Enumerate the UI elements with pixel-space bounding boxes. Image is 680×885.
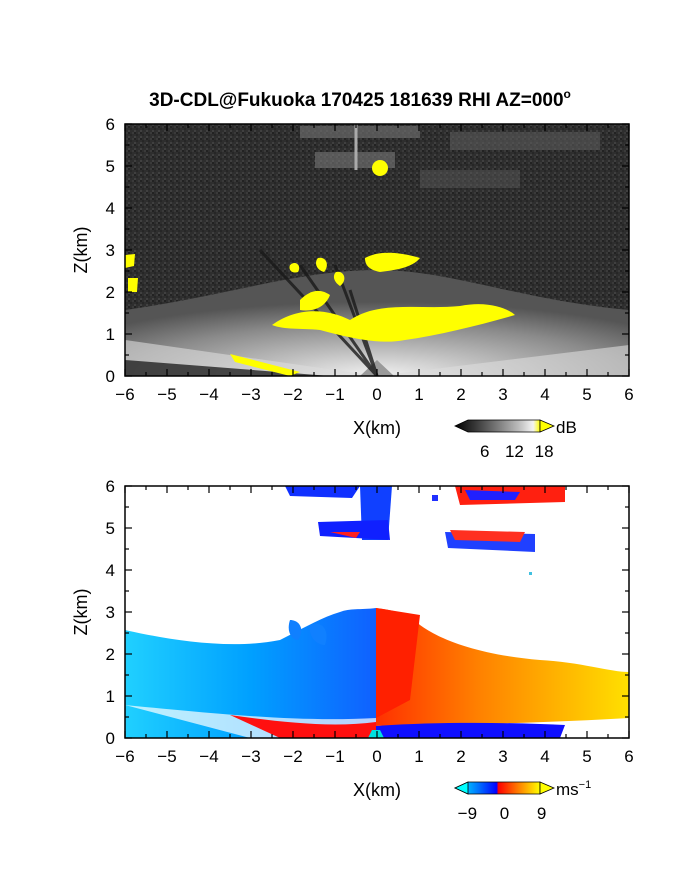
velocity-negative-region bbox=[125, 608, 376, 738]
velocity-colorbar-tick-label: 9 bbox=[537, 804, 546, 823]
reflectivity-y-tick-label: 2 bbox=[106, 283, 115, 302]
reflectivity-colorbar-tick-label: 12 bbox=[505, 442, 524, 461]
reflectivity-y-tick-label: 1 bbox=[106, 325, 115, 344]
reflectivity-x-tick-label: −4 bbox=[199, 385, 218, 404]
figure-title: 3D-CDL@Fukuoka 170425 181639 RHI AZ=000o bbox=[149, 87, 571, 111]
velocity-x-tick-label: −1 bbox=[325, 747, 344, 766]
reflectivity-y-tick-label: 6 bbox=[106, 115, 115, 134]
velocity-x-tick-label: 6 bbox=[624, 747, 633, 766]
reflectivity-x-tick-label: 5 bbox=[582, 385, 591, 404]
velocity-colorbar-tick-label: 0 bbox=[500, 804, 509, 823]
velocity-x-tick-label: 4 bbox=[540, 747, 549, 766]
reflectivity-y-tick-label: 4 bbox=[106, 199, 115, 218]
reflectivity-y-tick-label: 0 bbox=[106, 367, 115, 386]
reflectivity-x-tick-label: −6 bbox=[115, 385, 134, 404]
velocity-y-tick-label: 4 bbox=[106, 561, 115, 580]
velocity-colorbar: ms−1 −9 0 9 bbox=[454, 779, 591, 823]
velocity-x-tick-label: −3 bbox=[241, 747, 260, 766]
reflectivity-y-axis-label: Z(km) bbox=[71, 227, 91, 274]
velocity-axes: −6 −5 −4 −3 −2 −1 0 1 2 3 4 5 6 0 1 2 3 4 5 6 X(km) Z(km) bbox=[71, 477, 634, 800]
reflectivity-strong-echoes bbox=[125, 160, 515, 376]
velocity-ground-band bbox=[230, 715, 376, 738]
velocity-y-tick-label: 6 bbox=[106, 477, 115, 496]
velocity-y-tick-label: 2 bbox=[106, 645, 115, 664]
reflectivity-field bbox=[125, 124, 629, 376]
reflectivity-colorbar-unit: dB bbox=[556, 418, 577, 437]
reflectivity-y-tick-label: 3 bbox=[106, 241, 115, 260]
reflectivity-colorbar-tick-label: 6 bbox=[480, 442, 489, 461]
velocity-field bbox=[125, 486, 629, 738]
reflectivity-x-axis-label: X(km) bbox=[353, 418, 401, 438]
velocity-x-tick-label: 3 bbox=[498, 747, 507, 766]
reflectivity-y-tick-label: 5 bbox=[106, 157, 115, 176]
velocity-y-tick-label: 1 bbox=[106, 687, 115, 706]
velocity-x-tick-label: 1 bbox=[414, 747, 423, 766]
reflectivity-x-tick-label: 3 bbox=[498, 385, 507, 404]
reflectivity-x-tick-label: −3 bbox=[241, 385, 260, 404]
reflectivity-axes: −6 −5 −4 −3 −2 −1 0 1 2 3 4 5 6 0 1 2 3 4 5 6 X(km) Z(km) bbox=[71, 115, 634, 438]
reflectivity-colorbar: dB 6 12 18 bbox=[454, 418, 577, 461]
reflectivity-x-tick-label: 0 bbox=[372, 385, 381, 404]
reflectivity-x-tick-label: −1 bbox=[325, 385, 344, 404]
velocity-y-tick-label: 5 bbox=[106, 519, 115, 538]
reflectivity-colorbar-tick-label: 18 bbox=[535, 442, 554, 461]
velocity-colorbar-unit: ms−1 bbox=[556, 779, 591, 799]
reflectivity-x-tick-label: 4 bbox=[540, 385, 549, 404]
velocity-upper-layers bbox=[285, 486, 565, 575]
velocity-positive-region bbox=[376, 608, 629, 726]
reflectivity-x-tick-label: −5 bbox=[157, 385, 176, 404]
velocity-y-axis-label: Z(km) bbox=[71, 589, 91, 636]
reflectivity-x-tick-label: 6 bbox=[624, 385, 633, 404]
reflectivity-x-tick-label: 1 bbox=[414, 385, 423, 404]
reflectivity-x-tick-label: 2 bbox=[456, 385, 465, 404]
velocity-y-tick-label: 3 bbox=[106, 603, 115, 622]
velocity-x-tick-label: −6 bbox=[115, 747, 134, 766]
velocity-y-tick-label: 0 bbox=[106, 729, 115, 748]
velocity-x-axis-label: X(km) bbox=[353, 780, 401, 800]
velocity-x-tick-label: 0 bbox=[372, 747, 381, 766]
velocity-panel: −6 −5 −4 −3 −2 −1 0 1 2 3 4 5 6 0 1 2 3 4 5 6 X(km) Z(km) bbox=[71, 477, 634, 800]
velocity-x-tick-label: −4 bbox=[199, 747, 218, 766]
velocity-x-tick-label: 2 bbox=[456, 747, 465, 766]
reflectivity-x-tick-label: −2 bbox=[283, 385, 302, 404]
velocity-x-tick-label: −2 bbox=[283, 747, 302, 766]
velocity-x-tick-label: −5 bbox=[157, 747, 176, 766]
velocity-x-tick-label: 5 bbox=[582, 747, 591, 766]
velocity-colorbar-tick-label: −9 bbox=[458, 804, 477, 823]
reflectivity-panel: −6 −5 −4 −3 −2 −1 0 1 2 3 4 5 6 0 1 2 3 4 5 6 X(km) Z(km) bbox=[71, 115, 634, 438]
